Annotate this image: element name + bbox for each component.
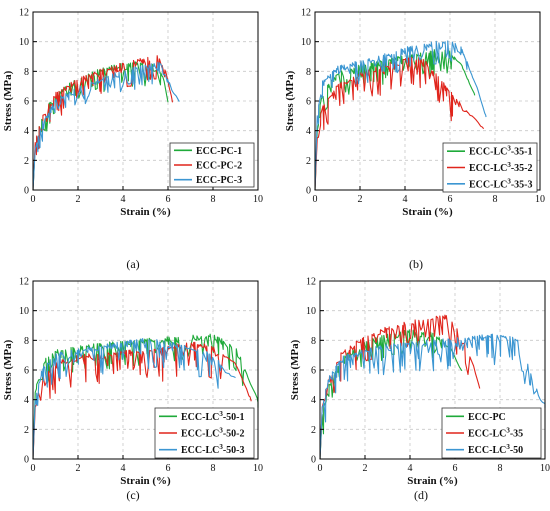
y-tick-label: 4 — [24, 395, 29, 406]
y-axis-label: Stress (MPa) — [2, 70, 14, 131]
y-tick-label: 12 — [306, 277, 316, 288]
y-tick-label: 6 — [306, 97, 311, 108]
y-tick-label: 4 — [306, 126, 311, 137]
panel-caption: (b) — [409, 257, 423, 271]
y-tick-label: 2 — [24, 156, 29, 167]
x-tick-label: 0 — [31, 463, 36, 474]
y-tick-label: 8 — [306, 67, 311, 78]
legend-label: ECC-LC3-50-2 — [181, 427, 245, 440]
legend-label: ECC-PC-1 — [196, 146, 242, 157]
y-tick-label: 2 — [311, 425, 316, 436]
legend-label: ECC-PC — [468, 412, 506, 423]
series-line-3 — [32, 61, 180, 191]
series-line-2 — [32, 55, 174, 191]
x-tick-label: 10 — [535, 194, 545, 205]
x-tick-label: 2 — [76, 463, 81, 474]
series-line-2 — [319, 314, 481, 460]
x-tick-label: 8 — [211, 463, 216, 474]
x-tick-label: 4 — [121, 194, 126, 205]
x-tick-label: 0 — [31, 194, 36, 205]
panel-caption: (a) — [126, 257, 139, 271]
y-tick-label: 4 — [24, 126, 29, 137]
series-line-1 — [32, 61, 169, 191]
legend: ECC-PC-1 ECC-PC-2 ECC-PC-3 — [169, 142, 255, 188]
series-line-3 — [32, 338, 236, 460]
y-tick-label: 2 — [306, 156, 311, 167]
y-tick-label: 0 — [24, 455, 29, 466]
x-tick-label: 10 — [540, 463, 550, 474]
y-tick-label: 0 — [311, 455, 316, 466]
x-tick-label: 0 — [318, 463, 323, 474]
series-line-3 — [319, 333, 546, 460]
x-tick-label: 8 — [498, 463, 503, 474]
y-tick-label: 8 — [24, 336, 29, 347]
panel-caption: (d) — [414, 488, 428, 502]
x-tick-label: 4 — [403, 194, 408, 205]
y-tick-label: 8 — [311, 336, 316, 347]
legend-label: ECC-LC3-35-2 — [469, 161, 533, 174]
y-tick-label: 6 — [311, 366, 316, 377]
y-tick-label: 2 — [24, 425, 29, 436]
x-tick-label: 0 — [313, 194, 318, 205]
x-tick-label: 6 — [166, 463, 171, 474]
series-line-2 — [32, 341, 252, 460]
y-tick-label: 4 — [311, 395, 316, 406]
chart-panel-c: 0 2 4 6 8 10 0 2 4 6 8 10 12 Strain (%) Stress (MPa) EC… — [2, 277, 263, 503]
x-tick-label: 6 — [453, 463, 458, 474]
y-tick-label: 10 — [19, 37, 29, 48]
legend-label: ECC-LC3-50-1 — [181, 410, 245, 423]
legend: ECC-PC ECC-LC3-35 ECC-LC3-50 — [441, 407, 542, 459]
legend-label: ECC-LC3-35-1 — [469, 145, 533, 158]
y-tick-label: 6 — [24, 366, 29, 377]
y-axis-label: Stress (MPa) — [284, 70, 296, 131]
y-tick-label: 12 — [19, 8, 29, 19]
y-tick-label: 0 — [306, 186, 311, 197]
x-tick-label: 4 — [408, 463, 413, 474]
x-tick-label: 2 — [363, 463, 368, 474]
y-tick-label: 0 — [24, 186, 29, 197]
x-axis-label: Strain (%) — [120, 206, 171, 218]
y-axis-label: Stress (MPa) — [289, 339, 301, 400]
legend-label: ECC-LC3-35 — [468, 427, 523, 440]
x-tick-label: 6 — [448, 194, 453, 205]
y-tick-label: 8 — [24, 67, 29, 78]
y-tick-label: 12 — [19, 277, 29, 288]
y-tick-label: 10 — [19, 306, 29, 317]
chart-panel-a: 0 2 4 6 8 10 0 2 4 6 8 10 12 Strain (%) Stress (MPa) EC… — [2, 8, 263, 272]
x-tick-label: 4 — [121, 463, 126, 474]
legend-label: ECC-LC3-35-3 — [469, 177, 533, 190]
x-tick-label: 6 — [166, 194, 171, 205]
x-axis-label: Strain (%) — [402, 206, 453, 218]
y-tick-label: 12 — [301, 8, 311, 19]
y-tick-label: 6 — [24, 97, 29, 108]
x-tick-label: 8 — [211, 194, 216, 205]
legend: ECC-LC3-35-1 ECC-LC3-35-2 ECC-LC3-35-3 — [442, 142, 538, 193]
x-tick-label: 10 — [253, 463, 263, 474]
chart-panel-d: 0 2 4 6 8 10 0 2 4 6 8 10 12 Strain (%) Stress (MPa) EC… — [289, 277, 550, 503]
legend-label: ECC-PC-2 — [196, 161, 242, 172]
legend-label: ECC-LC3-50-3 — [181, 443, 245, 456]
legend: ECC-LC3-50-1 ECC-LC3-50-2 ECC-LC3-50-3 — [154, 407, 255, 459]
legend-label: ECC-LC3-50 — [468, 443, 523, 456]
x-tick-label: 8 — [493, 194, 498, 205]
series-line-3 — [314, 40, 487, 191]
chart-panel-b: 0 2 4 6 8 10 0 2 4 6 8 10 12 Strain (%) Stress (MPa) EC… — [284, 8, 545, 272]
y-tick-label: 10 — [301, 37, 311, 48]
x-axis-label: Strain (%) — [407, 475, 458, 487]
x-axis-label: Strain (%) — [120, 475, 171, 487]
panel-caption: (c) — [126, 488, 139, 502]
y-tick-label: 10 — [306, 306, 316, 317]
x-tick-label: 2 — [358, 194, 363, 205]
series-line-1 — [319, 329, 463, 460]
y-axis-label: Stress (MPa) — [2, 339, 14, 400]
legend-label: ECC-PC-3 — [196, 175, 242, 186]
x-tick-label: 2 — [76, 194, 81, 205]
x-tick-label: 10 — [253, 194, 263, 205]
